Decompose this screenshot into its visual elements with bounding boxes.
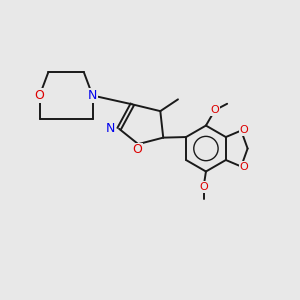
Text: O: O: [132, 143, 142, 157]
Text: N: N: [106, 122, 116, 135]
Text: N: N: [88, 89, 97, 102]
Text: O: O: [34, 89, 44, 102]
Text: O: O: [210, 105, 219, 115]
Text: O: O: [199, 182, 208, 192]
Text: O: O: [240, 125, 248, 135]
Text: O: O: [240, 162, 248, 172]
